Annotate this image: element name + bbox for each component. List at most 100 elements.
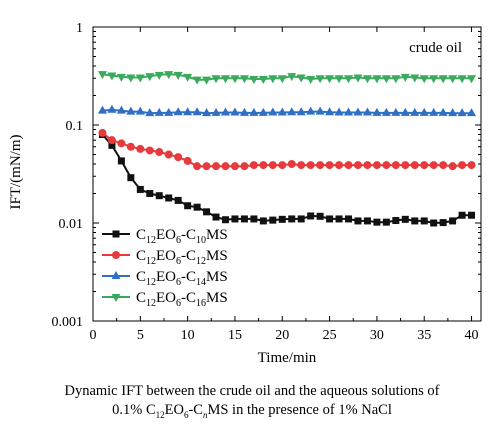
- data-point: [344, 161, 353, 170]
- data-point: [363, 161, 372, 170]
- data-point: [381, 107, 391, 116]
- data-point: [382, 161, 391, 170]
- legend-label: C12EO6-C10MS: [136, 227, 228, 246]
- data-point: [306, 161, 315, 170]
- caption-subscript: 6: [183, 409, 189, 420]
- data-point: [221, 216, 229, 224]
- data-point: [268, 161, 277, 170]
- data-point: [306, 75, 316, 84]
- y-tick-label: 1: [76, 21, 83, 36]
- series-line: [102, 108, 472, 115]
- data-point: [315, 106, 325, 115]
- data-point: [467, 161, 476, 170]
- data-point: [240, 162, 249, 171]
- legend-label-subscript: 12: [146, 298, 156, 309]
- data-point: [203, 208, 211, 216]
- data-point: [438, 107, 448, 116]
- data-point: [334, 107, 344, 116]
- data-point: [268, 75, 278, 84]
- data-point: [457, 108, 467, 117]
- series-3: [97, 104, 477, 117]
- x-tick-label: 20: [275, 328, 289, 343]
- legend-label-part: MS: [206, 227, 228, 243]
- caption-part: MS in the presence of 1% NaCl: [207, 402, 392, 418]
- data-point: [277, 107, 287, 116]
- data-point: [155, 192, 163, 200]
- legend-label-part: EO: [156, 269, 176, 285]
- legend-label-subscript: 12: [196, 256, 206, 267]
- legend-label-subscript: 12: [146, 277, 156, 288]
- legend-label-part: MS: [206, 290, 228, 306]
- data-point: [259, 161, 268, 170]
- legend-label-subscript: 6: [176, 256, 181, 267]
- caption-part: -C: [188, 402, 203, 418]
- data-point: [430, 219, 438, 227]
- data-point: [268, 107, 278, 116]
- legend-label-part: MS: [206, 269, 228, 285]
- data-point: [458, 161, 467, 170]
- x-tick-label: 15: [228, 328, 242, 343]
- data-point: [107, 72, 117, 81]
- figure-caption-line1: Dynamic IFT between the crude oil and th…: [64, 383, 440, 399]
- data-point: [146, 189, 154, 197]
- data-point: [240, 215, 248, 223]
- data-point: [287, 73, 297, 82]
- legend-item: C12EO6-C12MS: [102, 248, 228, 267]
- legend-item: C12EO6-C10MS: [102, 227, 228, 246]
- data-point: [392, 217, 400, 225]
- data-point: [145, 108, 155, 117]
- legend-item: C12EO6-C14MS: [102, 269, 228, 288]
- data-point: [193, 203, 201, 211]
- data-point: [401, 215, 409, 223]
- data-point: [126, 106, 136, 115]
- data-point: [221, 162, 230, 171]
- caption-subscript: 12: [155, 409, 165, 420]
- x-tick-label: 0: [90, 328, 97, 343]
- data-point: [410, 161, 419, 170]
- data-point: [401, 161, 410, 170]
- data-point: [278, 161, 287, 170]
- data-point: [136, 185, 144, 193]
- x-axis-label: Time/min: [258, 350, 317, 366]
- data-point: [448, 108, 458, 117]
- legend-label: C12EO6-C14MS: [136, 269, 228, 288]
- data-point: [468, 211, 476, 219]
- data-point: [345, 215, 353, 223]
- data-point: [183, 73, 193, 82]
- data-point: [325, 75, 335, 84]
- data-point: [288, 215, 296, 223]
- data-point: [230, 162, 239, 171]
- data-point: [353, 161, 362, 170]
- legend-marker: [111, 294, 121, 302]
- data-point: [193, 162, 202, 171]
- data-point: [202, 76, 212, 85]
- data-point: [116, 73, 126, 82]
- data-point: [362, 75, 372, 84]
- series-layer: [97, 71, 477, 227]
- axes-layer: 0 5 10 15 20 25 30 35 40 0.001 0.01 0.1 1: [52, 21, 482, 343]
- legend-label-part: C: [136, 269, 146, 285]
- data-point: [136, 144, 145, 153]
- series-4: [97, 71, 477, 85]
- data-point: [164, 150, 173, 159]
- data-point: [439, 161, 448, 170]
- data-point: [126, 142, 135, 151]
- data-point: [135, 106, 145, 115]
- data-point: [316, 212, 324, 220]
- data-point: [97, 105, 107, 114]
- legend-label-part: -C: [181, 290, 196, 306]
- data-point: [419, 107, 429, 116]
- caption-subscript: n: [202, 409, 208, 420]
- data-point: [145, 146, 154, 155]
- legend-label-subscript: 6: [176, 298, 181, 309]
- data-point: [249, 75, 259, 84]
- data-point: [183, 107, 193, 116]
- legend-label-part: C: [136, 248, 146, 264]
- data-point: [448, 162, 457, 171]
- legend-label-part: MS: [206, 248, 228, 264]
- legend-label: C12EO6-C16MS: [136, 290, 228, 309]
- figure-caption-line2: 0.1% C12EO6-CnMS in the presence of 1% N…: [0, 401, 504, 424]
- data-point: [202, 162, 211, 171]
- legend-label-subscript: 6: [176, 277, 181, 288]
- data-point: [420, 217, 428, 225]
